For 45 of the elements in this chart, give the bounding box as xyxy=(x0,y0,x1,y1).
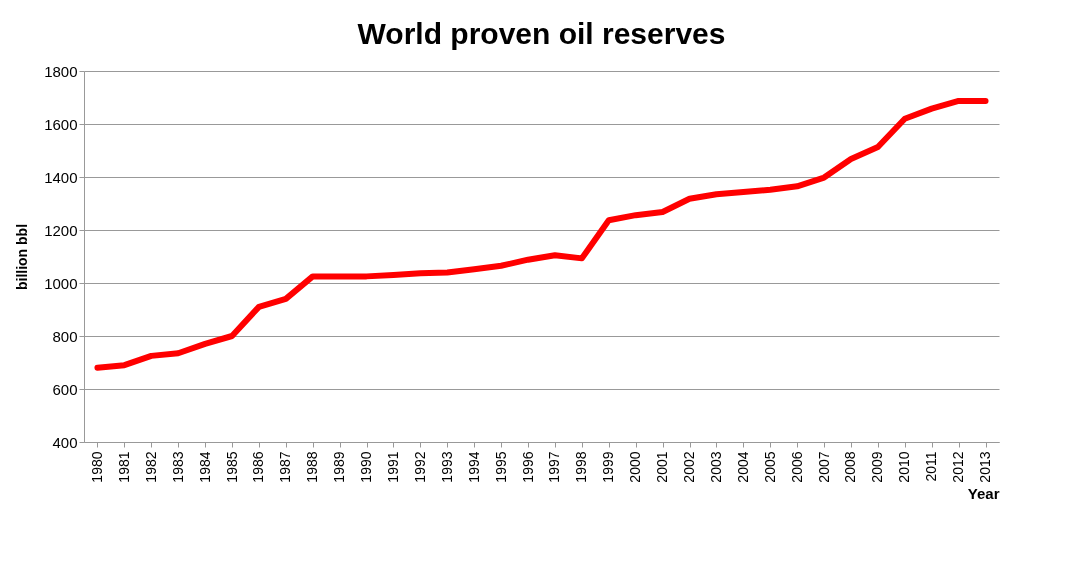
y-tick-label: 1000 xyxy=(44,274,78,292)
x-tick-label: 1991 xyxy=(384,451,401,483)
x-tick-label: 1987 xyxy=(277,451,294,483)
x-tick-label: 2002 xyxy=(681,451,698,483)
x-tick-label: 2012 xyxy=(950,451,967,483)
x-tick-label: 1993 xyxy=(438,451,455,483)
x-axis-title: Year xyxy=(967,484,1000,502)
x-tick-label: 2005 xyxy=(761,451,778,483)
x-tick-label: 2011 xyxy=(923,451,940,482)
x-tick-label: 2010 xyxy=(896,451,913,483)
x-tick-label: 1996 xyxy=(519,451,536,483)
y-tick-label: 1400 xyxy=(44,168,78,186)
y-tick-label: 800 xyxy=(52,327,78,345)
x-tick-label: 2003 xyxy=(707,451,724,483)
x-tick-label: 2006 xyxy=(788,451,805,483)
x-tick-label: 1992 xyxy=(411,451,428,483)
y-tick-label: 600 xyxy=(52,380,78,398)
x-tick-label: 1994 xyxy=(465,451,482,483)
x-tick-label: 1988 xyxy=(304,451,321,483)
y-tick-label: 1800 xyxy=(44,62,78,80)
x-tick-label: 1981 xyxy=(115,451,132,483)
x-tick-label: 1990 xyxy=(358,451,375,483)
x-tick-label: 2001 xyxy=(654,451,671,483)
x-tick-label: 2013 xyxy=(977,451,994,483)
x-tick-label: 2008 xyxy=(842,451,859,483)
chart-title: World proven oil reserves xyxy=(357,17,726,50)
x-tick-label: 1982 xyxy=(142,451,159,483)
x-tick-label: 1997 xyxy=(546,451,563,483)
x-tick-label: 1984 xyxy=(196,451,213,483)
x-tick-label: 2009 xyxy=(869,451,886,483)
y-tick-label: 1600 xyxy=(44,115,78,133)
x-tick-label: 1989 xyxy=(331,451,348,483)
x-tick-label: 1995 xyxy=(492,451,509,483)
x-tick-label: 1999 xyxy=(600,451,617,483)
x-tick-label: 2007 xyxy=(815,451,832,483)
x-tick-label: 1986 xyxy=(250,451,267,483)
x-tick-label: 2000 xyxy=(627,451,644,483)
x-tick-label: 1985 xyxy=(223,451,240,483)
x-tick-label: 1998 xyxy=(573,451,590,483)
y-axis-title: billion bbl xyxy=(14,223,31,291)
x-tick-label: 1980 xyxy=(88,451,105,483)
x-tick-label: 2004 xyxy=(734,451,751,483)
y-tick-label: 1200 xyxy=(44,221,78,239)
y-tick-label: 400 xyxy=(52,433,78,451)
x-tick-label: 1983 xyxy=(169,451,186,483)
